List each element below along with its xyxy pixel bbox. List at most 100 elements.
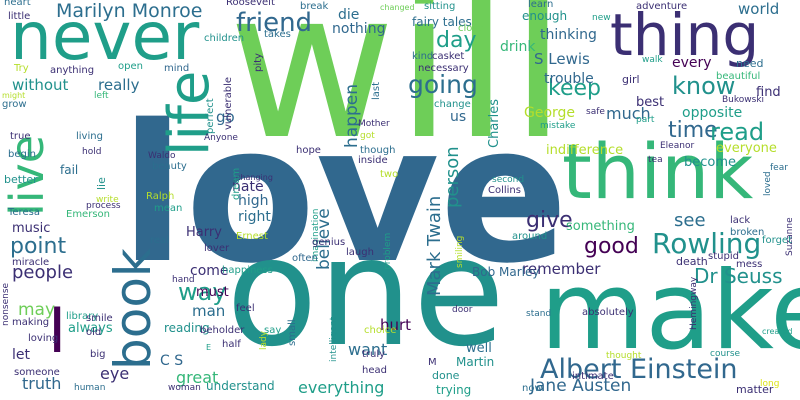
word-stand: stand: [526, 309, 552, 319]
word-genius: genius: [312, 237, 346, 248]
word-hemingway: Hemingway: [689, 276, 699, 330]
word-fear: fear: [770, 163, 788, 173]
word-try: Try: [14, 63, 29, 74]
word-last: last: [371, 81, 382, 100]
word-collins: Collins: [488, 185, 521, 196]
word-let: let: [12, 347, 30, 363]
word-bukowski: Bukowski: [722, 95, 765, 105]
word-mess: mess: [736, 259, 763, 270]
word-real: real: [150, 235, 169, 246]
word-without: without: [12, 76, 69, 94]
word-beautiful: beautiful: [716, 71, 761, 82]
word-understand: understand: [206, 379, 275, 393]
word-right: right: [238, 209, 271, 225]
word-book: book: [104, 248, 162, 370]
word-around: around: [512, 231, 548, 242]
word-sitting: sitting: [424, 1, 456, 12]
word-matter: matter: [736, 383, 774, 396]
word-ralph: Ralph: [146, 191, 175, 202]
word-lady: lady: [259, 330, 269, 350]
word-mind: mind: [164, 63, 190, 74]
word-remember: remember: [522, 260, 601, 278]
word-pity: pity: [253, 53, 264, 72]
word-takes: takes: [264, 29, 291, 40]
word-one: one: [226, 206, 506, 380]
word-part: part: [636, 115, 655, 125]
word-teresa: Teresa: [8, 207, 40, 218]
word-mother: Mother: [358, 119, 390, 129]
word-small: small: [287, 319, 298, 346]
word-eye: eye: [100, 364, 130, 383]
word-children: children: [204, 33, 245, 44]
word-charles: Charles: [487, 98, 502, 148]
word-thought: thought: [606, 351, 642, 361]
word-say: say: [264, 325, 282, 336]
word-every: every: [672, 55, 712, 71]
word-want: want: [348, 340, 388, 359]
word-beauty: beauty: [152, 161, 187, 172]
word-hold: hold: [82, 147, 102, 157]
word-rowling: Rowling: [652, 227, 762, 260]
word-loved: loved: [763, 171, 773, 196]
word-everyone: everyone: [716, 141, 777, 156]
word-new: new: [592, 13, 611, 23]
word-best: best: [636, 95, 665, 110]
word-walk: walk: [642, 55, 663, 65]
word-friend: friend: [236, 8, 313, 38]
word-open: open: [118, 61, 143, 72]
word-smiling: smiling: [455, 235, 465, 268]
word-death: death: [676, 255, 708, 268]
word-beholder: beholder: [200, 325, 245, 336]
word-time: time: [668, 118, 718, 143]
word-long: long: [760, 379, 780, 389]
word-make: make: [540, 249, 800, 374]
word-ernest: Ernest: [236, 231, 268, 242]
word-mistake: mistake: [540, 121, 576, 131]
word-adventure: adventure: [636, 1, 688, 12]
word-person: person: [442, 146, 463, 208]
word-tea: tea: [648, 155, 663, 165]
word-done: done: [432, 369, 460, 382]
word-library: library: [66, 311, 99, 322]
word-trouble: trouble: [544, 71, 594, 87]
word-intelligent: intelligent: [329, 316, 339, 362]
word-break: break: [300, 1, 329, 12]
word-point: point: [10, 234, 67, 259]
word-safe: safe: [586, 107, 605, 117]
word-never: never: [10, 0, 200, 75]
word-keep: keep: [548, 76, 601, 101]
word-dr-seuss: Dr Seuss: [694, 264, 783, 288]
word-true: true: [10, 131, 31, 142]
word-vulnerable: vulnerable: [223, 76, 234, 130]
word-perfect: perfect: [205, 98, 216, 134]
word-harry: Harry: [186, 225, 222, 240]
word-grow: grow: [2, 99, 27, 110]
word-course: course: [710, 349, 741, 359]
word-music: music: [12, 221, 51, 236]
word-happiness: happiness: [222, 265, 273, 276]
word-casket: casket: [432, 51, 465, 62]
word-two: two: [380, 169, 399, 180]
word-intimate: intimate: [572, 371, 614, 382]
word-reading: reading: [164, 321, 210, 335]
word-stupid: stupid: [708, 251, 739, 262]
word-thing: thing: [610, 1, 760, 69]
word-eleanor: Eleanor: [660, 141, 695, 151]
word-smile: smile: [86, 313, 113, 324]
word-left: left: [94, 91, 109, 101]
word-hope: hope: [296, 145, 321, 156]
word-high: high: [238, 193, 269, 209]
word-indifference: indifference: [546, 143, 624, 158]
word-great: great: [176, 368, 219, 387]
word-marilyn-monroe: Marilyn Monroe: [56, 0, 203, 22]
word-may: may: [18, 300, 56, 320]
word-often: often: [292, 253, 318, 264]
word-world: world: [738, 0, 780, 18]
word-truth: truth: [22, 374, 62, 393]
word-woman: woman: [168, 383, 201, 393]
word-nonsense: nonsense: [1, 282, 11, 326]
word-created: created: [762, 327, 793, 336]
word-think: think: [562, 127, 754, 216]
word-become: become: [684, 155, 737, 170]
